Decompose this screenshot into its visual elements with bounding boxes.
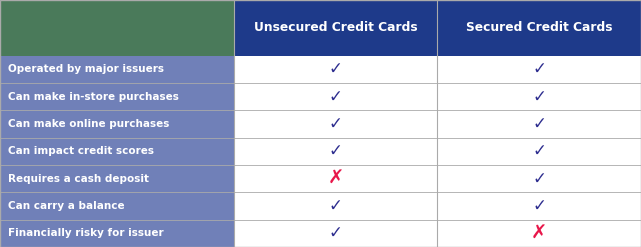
Text: ✗: ✗	[531, 224, 547, 243]
Text: Unsecured Credit Cards: Unsecured Credit Cards	[254, 21, 417, 34]
Text: ✗: ✗	[328, 169, 344, 188]
Text: ✓: ✓	[532, 115, 546, 133]
Text: Can make online purchases: Can make online purchases	[8, 119, 169, 129]
Bar	[234, 110, 641, 138]
Text: ✓: ✓	[532, 60, 546, 78]
Text: ✓: ✓	[532, 88, 546, 106]
Text: Requires a cash deposit: Requires a cash deposit	[8, 174, 149, 184]
Text: ✓: ✓	[532, 170, 546, 188]
Bar	[0, 0, 234, 56]
Bar	[0, 138, 234, 165]
Text: ✓: ✓	[329, 115, 343, 133]
Text: ✓: ✓	[329, 224, 343, 242]
Bar	[234, 165, 641, 192]
Text: Secured Credit Cards: Secured Credit Cards	[466, 21, 613, 34]
Bar	[0, 56, 234, 83]
Text: Can carry a balance: Can carry a balance	[8, 201, 124, 211]
Bar	[234, 0, 437, 56]
Text: ✓: ✓	[329, 88, 343, 106]
Text: Financially risky for issuer: Financially risky for issuer	[8, 228, 163, 238]
Bar	[0, 165, 234, 192]
Bar	[437, 0, 641, 56]
Bar	[0, 83, 234, 110]
Text: ✓: ✓	[329, 60, 343, 78]
Bar	[0, 110, 234, 138]
Text: ✓: ✓	[329, 197, 343, 215]
Text: ✓: ✓	[532, 197, 546, 215]
Bar	[234, 192, 641, 220]
Text: Operated by major issuers: Operated by major issuers	[8, 64, 163, 74]
Bar	[234, 83, 641, 110]
Bar	[0, 192, 234, 220]
Text: Can make in-store purchases: Can make in-store purchases	[8, 92, 179, 102]
Bar	[234, 220, 641, 247]
Text: ✓: ✓	[532, 142, 546, 160]
Bar	[234, 138, 641, 165]
Text: ✓: ✓	[329, 142, 343, 160]
Bar	[234, 56, 641, 83]
Text: Can impact credit scores: Can impact credit scores	[8, 146, 154, 156]
Bar	[0, 220, 234, 247]
